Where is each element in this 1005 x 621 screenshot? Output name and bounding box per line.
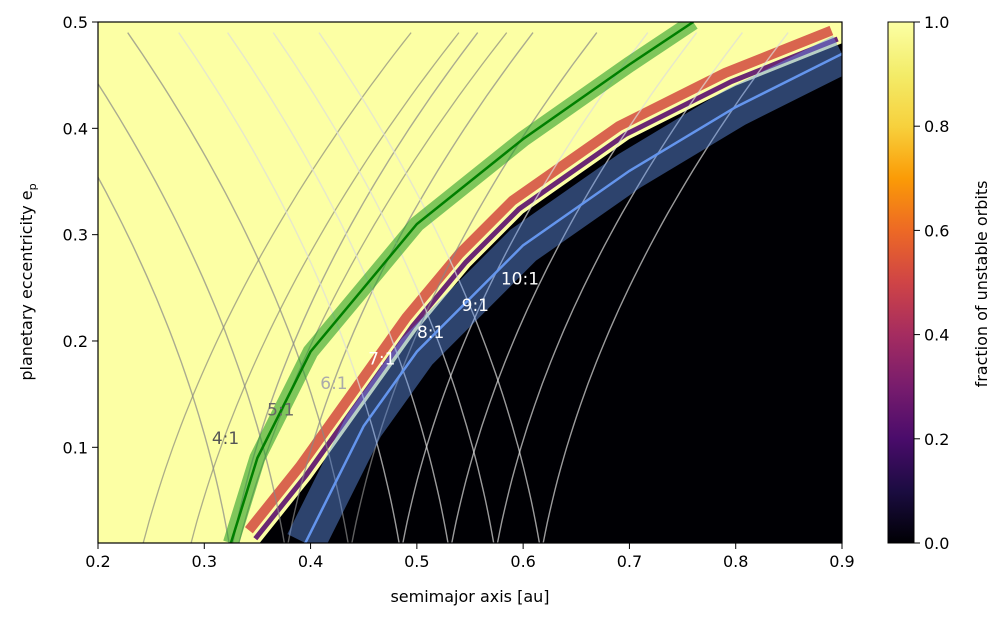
x-tick-label: 0.7 [617, 552, 642, 571]
blue-line [304, 52, 842, 543]
colorbar: 0.0 0.2 0.4 0.6 0.8 1.0 fraction of unstable … [887, 13, 991, 553]
colorbar-tick-label: 0.2 [924, 430, 949, 449]
colorbar-tick-label: 0.8 [924, 117, 949, 136]
colorbar-tick-label: 0.4 [924, 326, 949, 345]
resonance-label: 8:1 [417, 323, 444, 343]
plot-frame [97, 21, 843, 544]
y-axis-title-sub: p [26, 183, 39, 190]
resonance-label: 4:1 [212, 429, 239, 449]
resonance-label: 5:1 [267, 400, 294, 420]
resonance-curve-left [98, 175, 230, 543]
resonance-curve-left [178, 32, 400, 543]
resonance-curve-right [451, 32, 698, 543]
y-axis-title: planetary eccentricity ep [17, 183, 39, 380]
x-tick-label: 0.3 [192, 552, 217, 571]
colorbar-ticks: 0.0 0.2 0.4 0.6 0.8 1.0 [914, 13, 949, 553]
stable-region [259, 43, 842, 543]
resonance-curve-right [402, 32, 649, 543]
x-tick-label: 0.2 [85, 552, 110, 571]
x-tick-label: 0.8 [723, 552, 748, 571]
transition-band-inner [253, 36, 839, 541]
x-tick-label: 0.5 [404, 552, 429, 571]
x-tick-label: 0.4 [298, 552, 323, 571]
colorbar-tick-label: 0.6 [924, 221, 949, 240]
y-tick-label: 0.1 [63, 438, 88, 457]
resonance-curve-left [127, 32, 349, 543]
resonance-curve-left [272, 32, 495, 543]
resonance-labels: 4:1 5:1 6:1 7:1 8:1 9:1 10:1 [212, 270, 539, 449]
resonance-curve-extra [190, 32, 460, 543]
y-tick-label: 0.3 [63, 226, 88, 245]
resonance-label: 10:1 [501, 270, 539, 290]
y-axis-title-main: planetary eccentricity e [17, 190, 36, 380]
resonance-label: 7:1 [368, 349, 395, 369]
x-axis: 0.2 0.3 0.4 0.5 0.6 0.7 0.8 0.9 [85, 543, 855, 571]
green-line [229, 22, 694, 543]
resonance-label: 9:1 [462, 296, 489, 316]
y-tick-label: 0.2 [63, 332, 88, 351]
colorbar-tick-label: 1.0 [924, 13, 949, 32]
resonance-curve-right [496, 32, 743, 543]
colorbar-gradient [887, 21, 915, 544]
y-axis: 0.1 0.2 0.3 0.4 0.5 [63, 13, 98, 457]
resonance-curve-left [318, 32, 541, 543]
x-tick-label: 0.6 [510, 552, 535, 571]
resonance-label: 6:1 [320, 374, 347, 394]
transition-band [244, 25, 834, 534]
plot-area: 4:1 5:1 6:1 7:1 8:1 9:1 10:1 [97, 21, 843, 544]
colorbar-tick-label: 0.0 [924, 534, 949, 553]
resonance-curves [98, 32, 789, 543]
y-tick-label: 0.5 [63, 13, 88, 32]
resonance-curve-right [542, 32, 789, 543]
x-tick-label: 0.9 [829, 552, 854, 571]
colorbar-label: fraction of unstable orbits [972, 181, 991, 388]
y-tick-label: 0.4 [63, 119, 88, 138]
resonance-curve-extra [142, 32, 412, 543]
resonance-curve-right [351, 32, 598, 543]
x-axis-title: semimajor axis [au] [390, 587, 549, 606]
